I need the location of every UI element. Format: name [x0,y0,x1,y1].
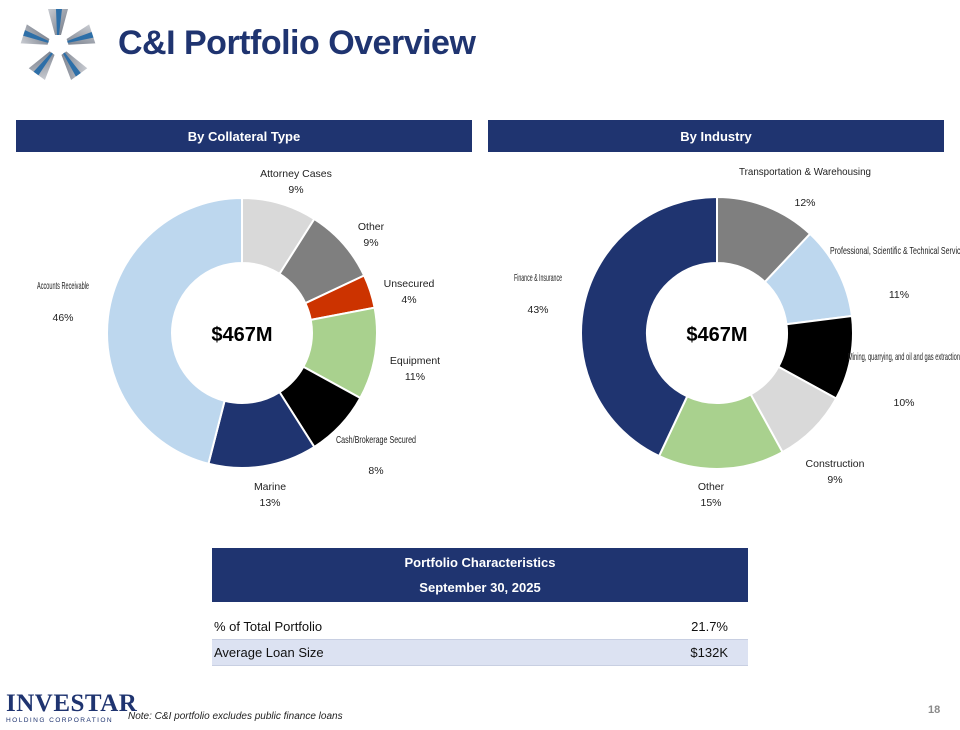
company-logo-icon [20,9,96,81]
svg-text:Equipment: Equipment [390,355,440,367]
svg-text:10%: 10% [893,397,914,409]
slice-pct-construction: 9% [827,474,842,486]
slice-pct-equipment: 11% [405,371,425,383]
slice-pct-unsecured: 4% [401,294,416,306]
slice-pct-transportation-warehousing: 12% [794,197,815,209]
brand-subtitle: HOLDING CORPORATION [6,717,114,724]
slice-label-unsecured: Unsecured [384,278,435,290]
slice-label-transportation-warehousing: Transportation & Warehousing [739,166,871,178]
page-number: 18 [928,704,941,716]
svg-text:8%: 8% [368,465,383,477]
svg-text:Construction: Construction [806,458,865,470]
slice-accounts-receivable [106,196,243,465]
page-title: C&I Portfolio Overview [118,24,476,62]
row-label-avg-loan: Average Loan Size [214,645,324,660]
slice-pct-other-industry: 15% [700,497,721,509]
svg-text:43%: 43% [527,304,548,316]
table-row: % of Total Portfolio 21.7% [212,614,748,640]
svg-text:Marine: Marine [254,481,286,493]
slice-label-accounts-receivable: Accounts Receivable [37,280,89,292]
industry-center-label: $467M [686,324,747,346]
collateral-donut-chart: $467M Attorney Cases 9% Other 9% Unsecur… [0,156,480,526]
svg-text:Unsecured: Unsecured [384,278,435,290]
slice-pct-attorney-cases: 9% [288,184,303,196]
table-header-date: September 30, 2025 [419,580,541,595]
svg-text:Other: Other [698,481,725,493]
slice-label-cash-brokerage-secured: Cash/Brokerage Secured [336,434,416,446]
collateral-center-label: $467M [211,324,272,346]
brand-name: INVESTAR [6,690,138,717]
slice-label-construction: Construction [806,458,865,470]
svg-text:9%: 9% [827,474,842,486]
svg-text:12%: 12% [794,197,815,209]
row-value-pct-total: 21.7% [691,619,728,634]
slice-pct-other: 9% [363,237,378,249]
row-value-avg-loan: $132K [690,645,728,660]
svg-text:Attorney Cases: Attorney Cases [260,168,332,180]
table-header: Portfolio Characteristics September 30, … [212,548,748,602]
svg-text:11%: 11% [889,289,909,301]
slice-label-other-industry: Other [698,481,725,493]
row-label-pct-total: % of Total Portfolio [214,619,323,634]
collateral-labels: Attorney Cases 9% Other 9% Unsecured 4% … [37,168,440,509]
industry-chart-header: By Industry [488,120,944,152]
svg-text:15%: 15% [700,497,721,509]
table-header-title: Portfolio Characteristics [404,555,556,570]
slice-pct-accounts-receivable: 46% [52,312,73,324]
slice-label-other: Other [358,221,385,233]
svg-text:4%: 4% [401,294,416,306]
table-row: Average Loan Size $132K [212,640,748,666]
slice-pct-professional-services: 11% [889,289,909,301]
slice-label-professional-services: Professional, Scientific & Technical Ser… [830,245,960,257]
portfolio-characteristics-table: Portfolio Characteristics September 30, … [212,548,748,666]
slice-pct-marine: 13% [259,497,280,509]
svg-text:46%: 46% [52,312,73,324]
footer-brand-logo: INVESTAR HOLDING CORPORATION [6,690,138,724]
slice-finance-insurance [580,195,718,458]
slice-pct-mining-oil-gas: 10% [893,397,914,409]
collateral-chart-header: By Collateral Type [16,120,472,152]
slice-pct-cash-brokerage-secured: 8% [368,465,383,477]
slice-label-marine: Marine [254,481,286,493]
slice-label-attorney-cases: Attorney Cases [260,168,332,180]
svg-text:11%: 11% [405,371,425,383]
svg-text:9%: 9% [363,237,378,249]
svg-text:13%: 13% [259,497,280,509]
slice-label-equipment: Equipment [390,355,440,367]
slice-label-finance-insurance: Finance & Insurance [514,272,562,284]
industry-labels: Transportation & Warehousing 12% Profess… [514,166,960,509]
svg-text:9%: 9% [288,184,303,196]
slice-label-mining-oil-gas: Mining, quarrying, and oil and gas extra… [848,351,960,363]
svg-text:Other: Other [358,221,385,233]
footnote: Note: C&I portfolio excludes public fina… [128,711,343,722]
slice-pct-finance-insurance: 43% [527,304,548,316]
industry-donut-chart: $467M Transportation & Warehousing 12% P… [480,156,960,526]
